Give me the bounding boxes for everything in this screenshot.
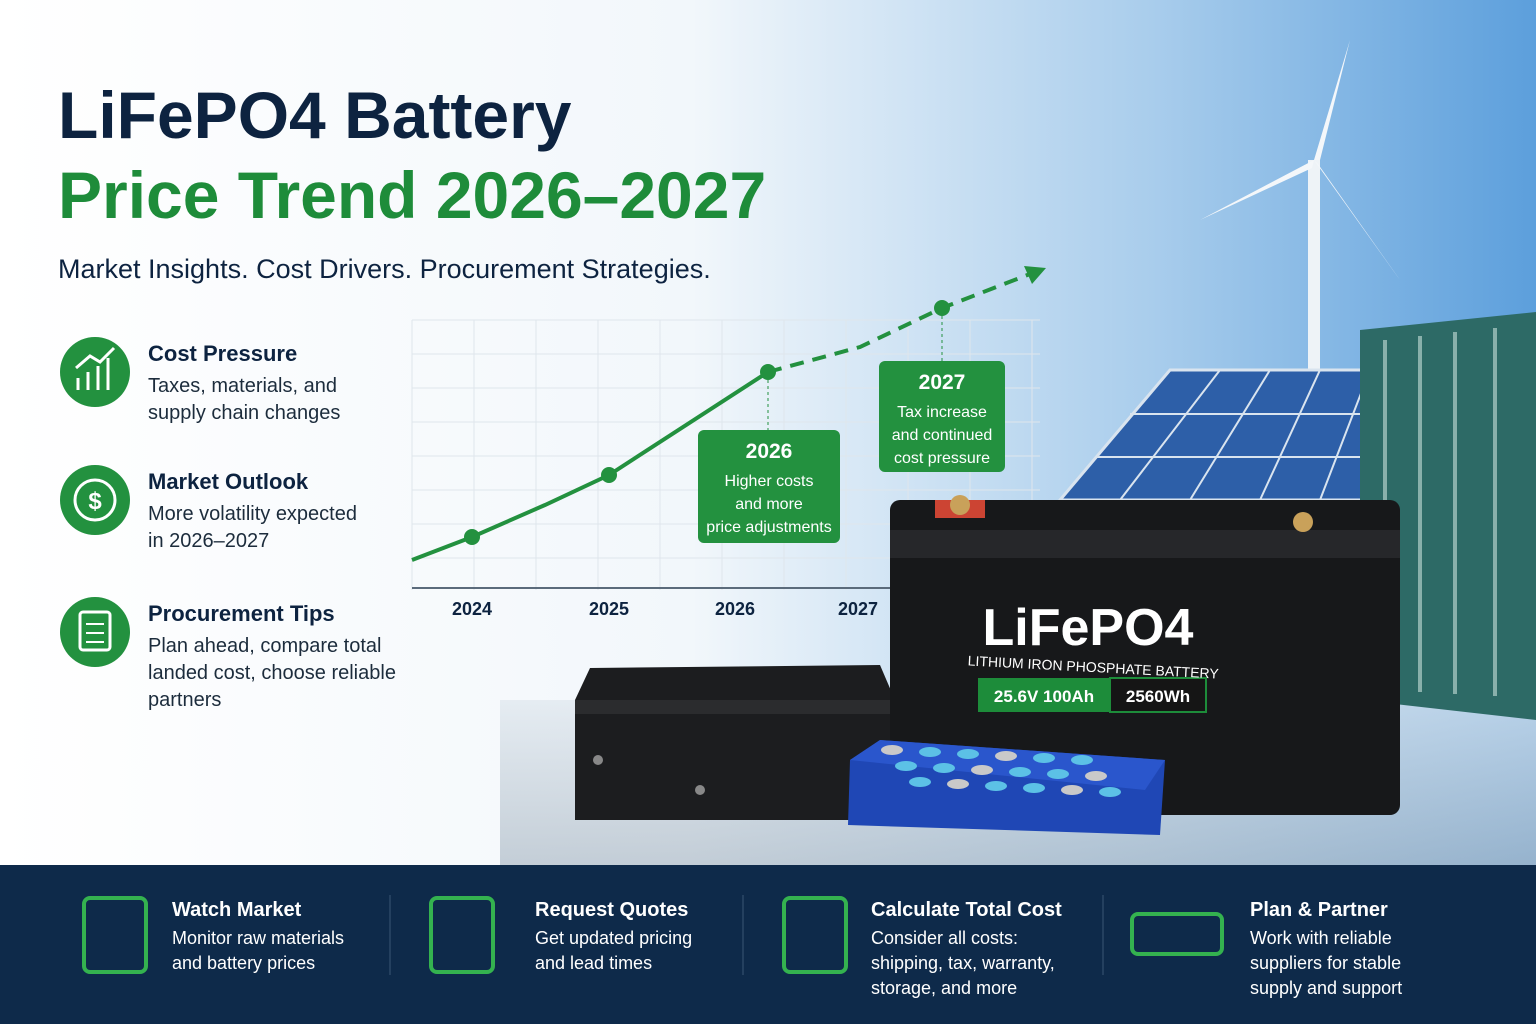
cell-terminal xyxy=(919,747,941,757)
cell-terminal xyxy=(1071,755,1093,765)
callout-text: Tax increase xyxy=(897,404,987,421)
footer-icon xyxy=(82,896,148,974)
feature-text: Plan ahead, compare total xyxy=(148,635,382,657)
title: LiFePO4 Battery xyxy=(58,78,572,152)
small-battery xyxy=(575,665,895,820)
footer-title: Watch Market xyxy=(172,899,302,921)
footer-icon xyxy=(1130,912,1224,956)
x-tick-label: 2024 xyxy=(452,599,492,619)
callout-text: cost pressure xyxy=(894,450,990,467)
feature-text: More volatility expected xyxy=(148,503,357,525)
footer-text: Work with reliable xyxy=(1250,928,1392,948)
cell-terminal xyxy=(1099,787,1121,797)
cell-terminal xyxy=(971,765,993,775)
cell-terminal xyxy=(933,763,955,773)
footer-title: Plan & Partner xyxy=(1250,899,1388,921)
battery-spec: 25.6V 100Ah xyxy=(994,687,1094,706)
cell-terminal xyxy=(909,777,931,787)
callout-text: price adjustments xyxy=(706,519,831,536)
feature-title: Cost Pressure xyxy=(148,341,297,366)
footer-text: and battery prices xyxy=(172,953,315,973)
battery-spec: 2560Wh xyxy=(1126,687,1190,706)
cell-terminal xyxy=(957,749,979,759)
cell-terminal xyxy=(947,779,969,789)
big-battery xyxy=(890,495,1400,815)
feature-text: partners xyxy=(148,689,221,711)
feature-title: Procurement Tips xyxy=(148,601,335,626)
x-tick-label: 2025 xyxy=(589,599,629,619)
x-tick-label: 2026 xyxy=(715,599,755,619)
title: Price Trend 2026–2027 xyxy=(58,158,766,232)
callout-box xyxy=(698,430,840,543)
footer-text: Consider all costs: xyxy=(871,928,1018,948)
cell-terminal xyxy=(1009,767,1031,777)
feature-text: landed cost, choose reliable xyxy=(148,662,396,684)
callout-year: 2027 xyxy=(919,371,966,394)
footer-title: Request Quotes xyxy=(535,899,688,921)
footer-title: Calculate Total Cost xyxy=(871,899,1062,921)
footer-text: shipping, tax, warranty, xyxy=(871,953,1055,973)
cell-terminal xyxy=(881,745,903,755)
battery-brand: LiFePO4 xyxy=(983,599,1194,657)
trend-line xyxy=(411,266,1046,562)
wind-turbine xyxy=(1200,40,1400,410)
cell-terminal xyxy=(1047,769,1069,779)
subtitle: Market Insights. Cost Drivers. Procureme… xyxy=(58,254,711,284)
footer-text: storage, and more xyxy=(871,978,1017,998)
feature-text: in 2026–2027 xyxy=(148,530,269,552)
feature-icons: $ xyxy=(60,337,130,667)
x-tick-label: 2027 xyxy=(838,599,878,619)
footer-icon xyxy=(782,896,848,974)
callout-year: 2026 xyxy=(746,440,793,463)
footer-text: suppliers for stable xyxy=(1250,953,1401,973)
cell-terminal xyxy=(985,781,1007,791)
callout-box xyxy=(879,361,1005,472)
footer xyxy=(0,865,1536,1024)
cell-terminal xyxy=(895,761,917,771)
footer-text: and lead times xyxy=(535,953,652,973)
svg-text:$: $ xyxy=(88,488,102,515)
cell-terminal xyxy=(1085,771,1107,781)
cell-terminal xyxy=(1033,753,1055,763)
callout-text: and continued xyxy=(892,427,993,444)
callout-text: and more xyxy=(735,496,803,513)
footer-text: Monitor raw materials xyxy=(172,928,344,948)
footer-text: Get updated pricing xyxy=(535,928,692,948)
cell-terminal xyxy=(1023,783,1045,793)
cell-terminal xyxy=(1061,785,1083,795)
cell-terminal xyxy=(995,751,1017,761)
footer-icon xyxy=(429,896,495,974)
feature-title: Market Outlook xyxy=(148,469,309,494)
footer-text: supply and support xyxy=(1250,978,1402,998)
callout-text: Higher costs xyxy=(725,473,814,490)
feature-text: Taxes, materials, and xyxy=(148,375,337,397)
feature-text: supply chain changes xyxy=(148,402,340,424)
